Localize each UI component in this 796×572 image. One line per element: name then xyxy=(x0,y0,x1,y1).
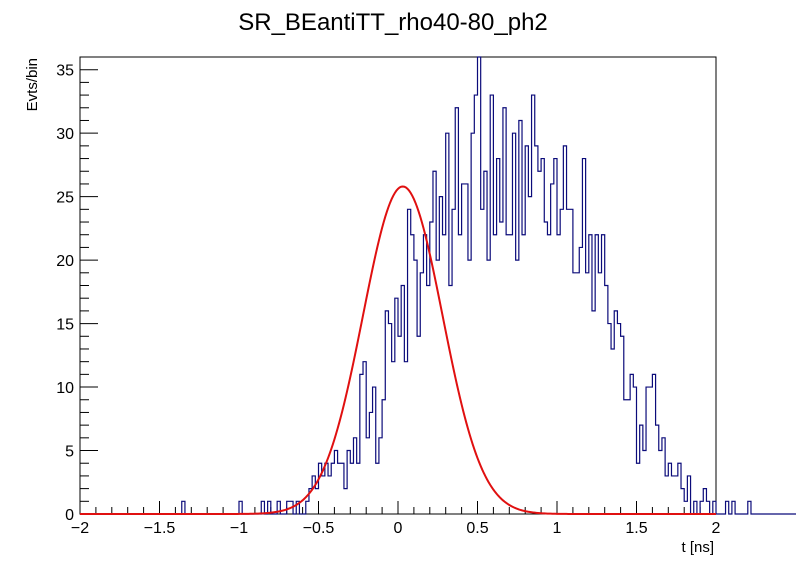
y-tick-label: 0 xyxy=(65,507,74,524)
y-axis-ticks xyxy=(80,56,98,515)
x-tick-label: 1.5 xyxy=(625,520,647,537)
gaussian-fit-curve xyxy=(80,185,716,515)
y-axis-title: Evts/bin xyxy=(24,58,41,111)
y-tick-label: 5 xyxy=(65,444,74,461)
x-tick-label: −1 xyxy=(230,520,248,537)
chart-title: SR_BEantiTT_rho40-80_ph2 xyxy=(238,9,548,36)
y-tick-label: 35 xyxy=(56,63,74,80)
x-tick-label: 0 xyxy=(394,520,403,537)
x-axis-title: t [ns] xyxy=(681,539,714,556)
histogram-series xyxy=(80,56,796,515)
y-tick-label: 15 xyxy=(56,317,74,334)
x-tick-label: −0.5 xyxy=(303,520,335,537)
x-tick-label: 1 xyxy=(553,520,562,537)
y-tick-label: 20 xyxy=(56,253,74,270)
y-axis-tick-labels: 0 5 10 15 20 25 30 35 xyxy=(56,63,74,524)
x-tick-label: 0.5 xyxy=(466,520,488,537)
y-tick-label: 25 xyxy=(56,190,74,207)
y-tick-label: 30 xyxy=(56,126,74,143)
x-tick-label: −2 xyxy=(71,520,89,537)
x-tick-label: 2 xyxy=(712,520,721,537)
x-tick-label: −1.5 xyxy=(144,520,176,537)
x-axis-tick-labels: −2 −1.5 −1 −0.5 0 0.5 1 1.5 2 xyxy=(71,520,721,537)
y-tick-label: 10 xyxy=(56,380,74,397)
